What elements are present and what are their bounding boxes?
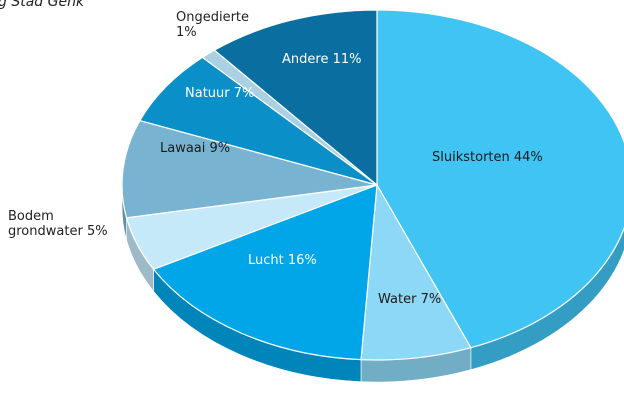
value-label: 7% (233, 86, 255, 101)
slice-label: Lawaai 9% (160, 141, 260, 156)
value-label: 16% (287, 253, 317, 268)
value-label: 5% (86, 224, 108, 239)
value-label: 7% (420, 292, 442, 307)
slice (376, 9, 624, 349)
value-label: 9% (209, 141, 231, 156)
slice-label: Natuur 7% (185, 86, 285, 101)
value-label: 44% (513, 150, 543, 165)
category-label: Bodem grondwater (8, 209, 83, 239)
value-label: 1% (176, 25, 197, 40)
slice (152, 184, 378, 361)
category-label: Ongedierte (176, 10, 250, 25)
slice (213, 9, 378, 187)
category-label: Sluikstorten (432, 150, 510, 165)
category-label: Natuur (185, 86, 230, 101)
slice-label: Lucht 16% (248, 253, 368, 268)
slice (121, 119, 378, 219)
slice (360, 183, 472, 361)
category-label: Lucht (248, 253, 284, 268)
slice-label: Bodem grondwater 5% (8, 209, 123, 239)
chart-title: g Stad Genk (0, 0, 85, 10)
value-label: 11% (332, 52, 362, 67)
category-label: Water (378, 292, 417, 307)
slice-label: Andere 11% (282, 52, 392, 67)
slice-label: Sluikstorten 44% (432, 150, 592, 165)
category-label: Lawaai (160, 141, 206, 156)
slice-label: Water 7% (378, 292, 478, 307)
slice (138, 56, 378, 186)
category-label: Andere (282, 52, 329, 67)
slice-label: Ongedierte 1% (176, 10, 256, 40)
